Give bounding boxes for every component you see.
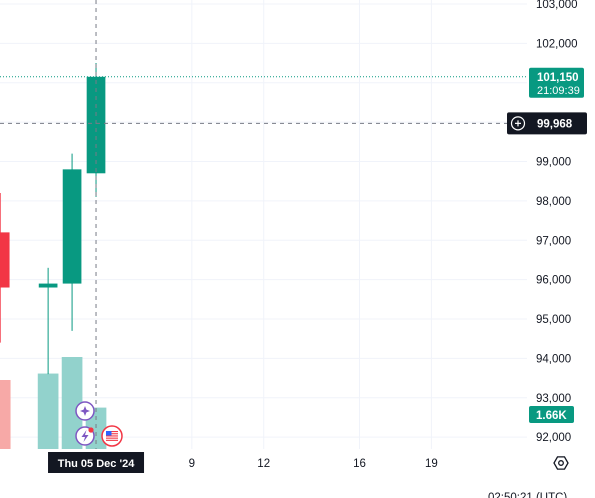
add-alert-icon-ring xyxy=(510,116,526,131)
target-icon-star xyxy=(80,406,90,416)
price-tick-label: 95,000 xyxy=(536,314,571,326)
candles xyxy=(0,63,106,375)
crosshair-date-label: Thu 05 Dec '24 xyxy=(58,458,135,470)
date-tick-label: 9 xyxy=(189,458,195,470)
flag-canton xyxy=(106,431,112,436)
volume-label-bg xyxy=(529,406,574,423)
flag-stripe xyxy=(106,435,118,437)
volume-label: 1.66K xyxy=(536,410,567,422)
chart-grid xyxy=(0,0,527,449)
lightning-icon[interactable] xyxy=(75,426,95,446)
volume-bar xyxy=(0,380,11,449)
crosshair-date-label-bg xyxy=(48,452,145,473)
candle-body[interactable] xyxy=(0,232,10,288)
flag-stripe xyxy=(106,439,118,441)
price-tick-label: 102,000 xyxy=(536,38,578,50)
add-alert-icon[interactable] xyxy=(510,116,526,131)
price-tick-label: 93,000 xyxy=(536,393,571,405)
price-axis[interactable]: 92,000 93,000 94,000 95,000 96,000 97,000 98,0… xyxy=(536,0,578,444)
countdown-label: 21:09:39 xyxy=(537,85,580,97)
lightning-icon-bolt xyxy=(81,430,89,442)
date-tick-label: 19 xyxy=(425,458,438,470)
us-flag-icon[interactable] xyxy=(101,425,123,447)
candle-body[interactable] xyxy=(86,76,106,174)
candle-body[interactable] xyxy=(62,169,82,284)
crosshair-price-label-bg xyxy=(507,112,587,135)
date-tick-label: 16 xyxy=(353,458,366,470)
crosshair-target-icon[interactable] xyxy=(75,401,95,421)
flag-stripe xyxy=(106,437,118,439)
volume-bar xyxy=(37,373,59,449)
event-icons[interactable] xyxy=(75,401,569,470)
gear-icon-center xyxy=(558,460,564,466)
volume-bar xyxy=(61,357,83,449)
price-tick-label: 96,000 xyxy=(536,275,571,287)
date-tick-label: 12 xyxy=(257,458,270,470)
flag-stripe xyxy=(106,433,118,435)
candle-body[interactable] xyxy=(38,283,58,288)
last-price-label: 101,150 xyxy=(537,72,579,84)
lightning-icon-badge xyxy=(88,427,94,433)
time-label: 02:50:21 (UTC) xyxy=(488,492,567,498)
price-tick-label: 94,000 xyxy=(536,353,571,365)
last-price-label-bg xyxy=(529,67,584,98)
price-tick-label: 99,000 xyxy=(536,156,571,168)
price-tick-label: 92,000 xyxy=(536,432,571,444)
gear-icon-outline xyxy=(553,456,569,470)
crosshair-price-label: 99,968 xyxy=(537,118,573,130)
price-tick-label: 103,000 xyxy=(536,0,578,11)
gear-icon[interactable] xyxy=(553,456,569,470)
flag-stripe xyxy=(106,431,118,433)
time-axis[interactable]: 9 12 16 19 xyxy=(189,458,438,470)
price-tick-label: 97,000 xyxy=(536,235,571,247)
price-tick-label: 98,000 xyxy=(536,196,571,208)
overlay-lines xyxy=(0,0,527,449)
